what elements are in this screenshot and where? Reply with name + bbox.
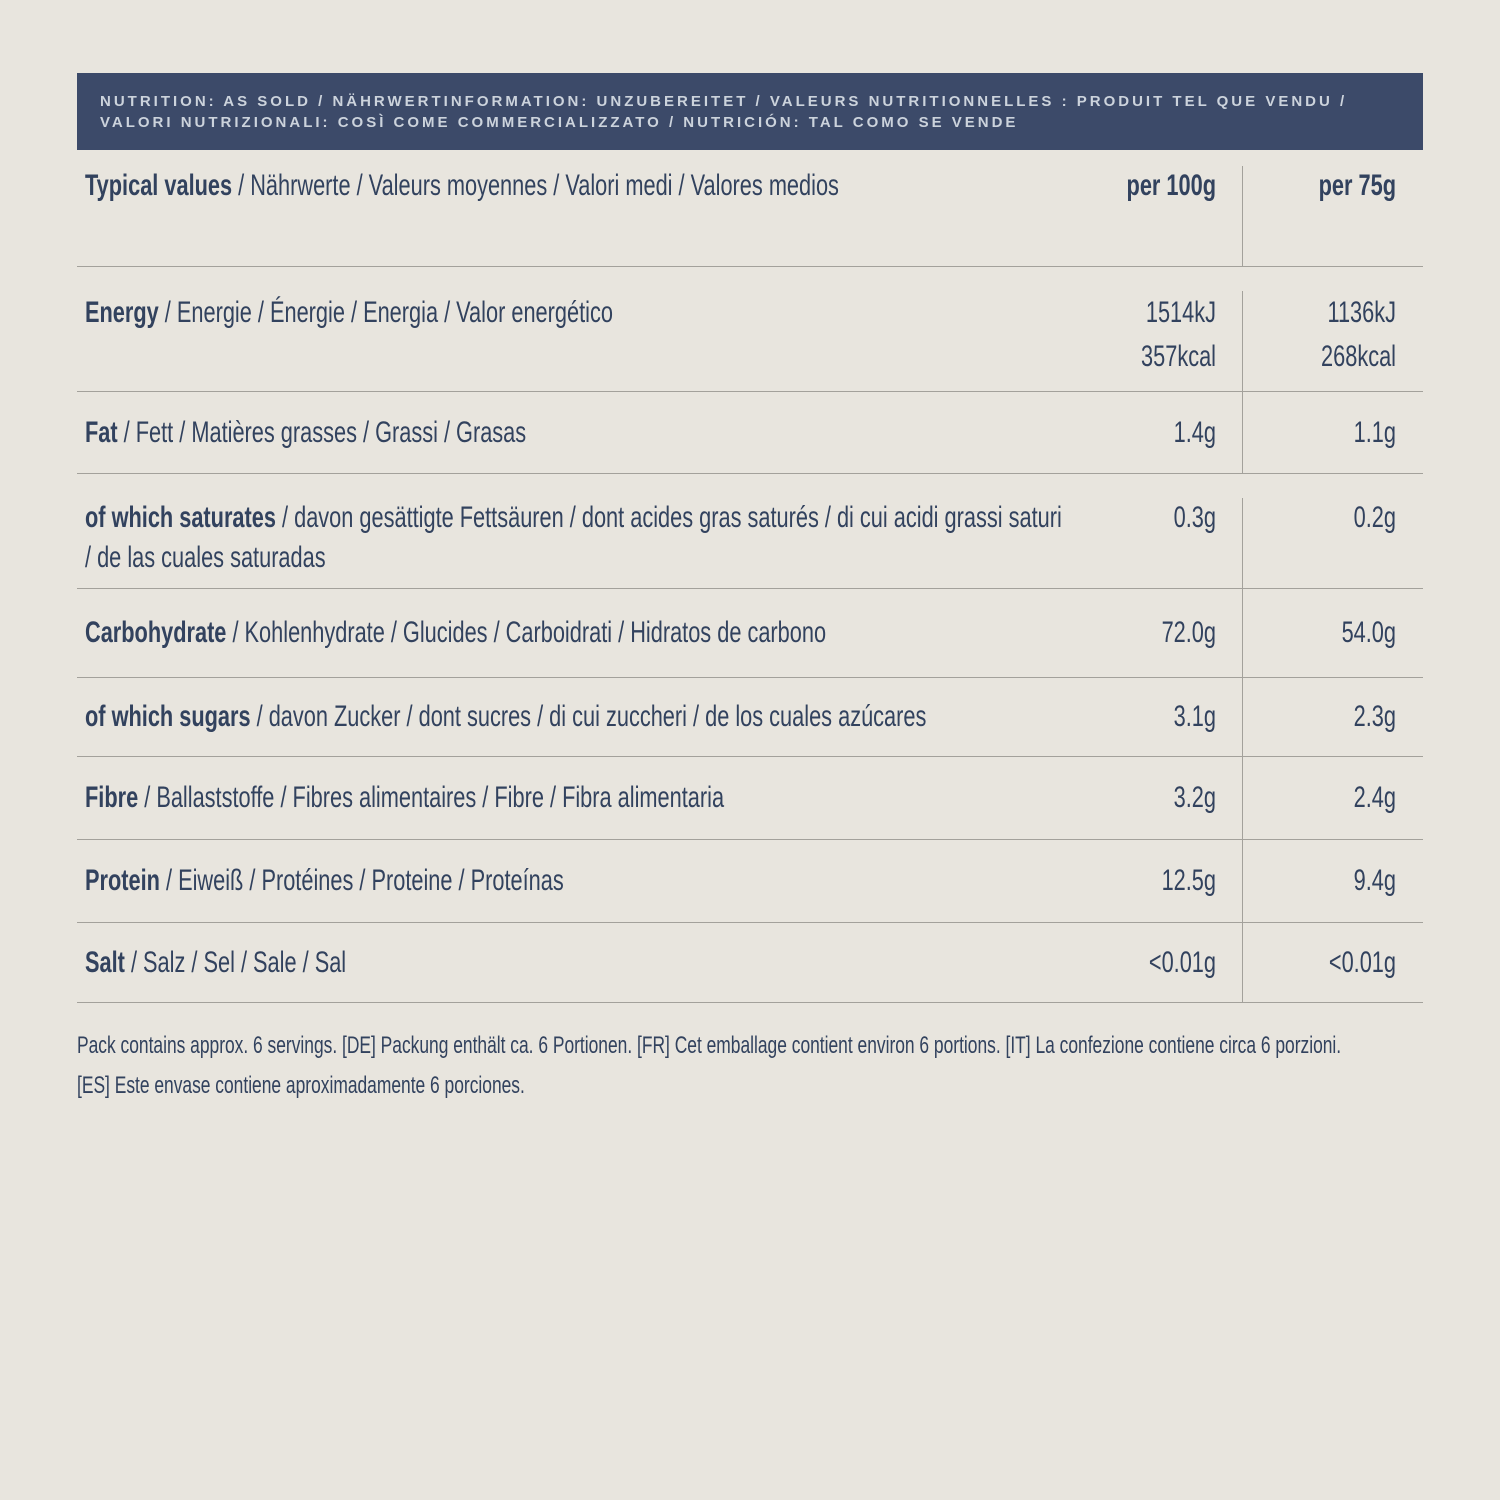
table-row-fibre: Fibre / Ballaststoffe / Fibres alimentai… xyxy=(77,757,1423,840)
sugars-per-75g-cell: 2.3g xyxy=(1242,678,1423,756)
fibre-label-cell: Fibre / Ballaststoffe / Fibres alimentai… xyxy=(77,778,1072,818)
energy-per-100g-kj: 1514kJ xyxy=(1145,296,1216,329)
fibre-per-100g-cell: 3.2g xyxy=(1173,781,1216,814)
protein-label-bold: Protein xyxy=(85,864,160,897)
energy-label-bold: Energy xyxy=(85,296,159,329)
footer-line-1: Pack contains approx. 6 servings. [DE] P… xyxy=(77,1032,1342,1059)
nutrition-table: Typical values / Nährwerte / Valeurs moy… xyxy=(77,150,1423,1003)
footer-line-2: [ES] Este envase contiene aproximadament… xyxy=(77,1072,525,1099)
table-row-protein: Protein / Eiweiß / Protéines / Proteine … xyxy=(77,840,1423,923)
nutrition-header-bar: NUTRITION: AS SOLD / NÄHRWERTINFORMATION… xyxy=(77,73,1423,150)
header-bar-line-2: VALORI NUTRIZIONALI: COSÌ COME COMMERCIA… xyxy=(100,113,1019,131)
salt-label-rest: / Salz / Sel / Sale / Sal xyxy=(124,945,347,979)
table-row-fat: Fat / Fett / Matières grasses / Grassi /… xyxy=(77,392,1423,474)
protein-per-100g-cell: 12.5g xyxy=(1161,864,1216,897)
salt-label-cell: Salt / Salz / Sel / Sale / Sal xyxy=(77,943,1072,983)
protein-label-cell: Protein / Eiweiß / Protéines / Proteine … xyxy=(77,861,1072,901)
carbohydrate-per-100g-cell: 72.0g xyxy=(1161,616,1216,649)
fat-per-75g-cell: 1.1g xyxy=(1242,392,1423,473)
sugars-label-cell: of which sugars / davon Zucker / dont su… xyxy=(77,697,1072,737)
header-label-cell: Typical values / Nährwerte / Valeurs moy… xyxy=(77,166,1072,206)
saturates-per-100g-cell: 0.3g xyxy=(1173,501,1216,534)
protein-label-rest: / Eiweiß / Protéines / Proteine / Proteí… xyxy=(159,864,564,897)
sugars-per-100g-cell: 3.1g xyxy=(1173,700,1216,733)
salt-per-100g-cell: <0.01g xyxy=(1148,945,1216,979)
energy-label-cell: Energy / Energie / Énergie / Energia / V… xyxy=(77,291,1072,335)
header-bar-line-1: NUTRITION: AS SOLD / NÄHRWERTINFORMATION… xyxy=(100,92,1348,110)
table-row-saturates: of which saturates / davon gesättigte Fe… xyxy=(77,474,1423,589)
table-row-carbohydrate: Carbohydrate / Kohlenhydrate / Glucides … xyxy=(77,589,1423,678)
saturates-label-cell: of which saturates / davon gesättigte Fe… xyxy=(77,498,1072,578)
energy-per-75g-kj: 1136kJ xyxy=(1327,296,1396,329)
saturates-label-rest: / davon gesättigte Fettsäuren / dont aci… xyxy=(85,501,1062,574)
protein-per-75g-cell: 9.4g xyxy=(1242,840,1423,922)
saturates-label-bold: of which saturates xyxy=(85,501,276,534)
fat-label-rest: / Fett / Matières grasses / Grassi / Gra… xyxy=(117,415,527,449)
sugars-label-rest: / davon Zucker / dont sucres / di cui zu… xyxy=(250,700,927,733)
sugars-label-bold: of which sugars xyxy=(85,700,251,733)
fibre-label-rest: / Ballaststoffe / Fibres alimentaires / … xyxy=(138,781,725,814)
energy-per-100g-kcal: 357kcal xyxy=(1141,340,1216,373)
energy-per-100g-cell: 1514kJ 357kcal xyxy=(1072,291,1242,391)
table-header-row: Typical values / Nährwerte / Valeurs moy… xyxy=(77,150,1423,267)
table-row-energy: Energy / Energie / Énergie / Energia / V… xyxy=(77,267,1423,392)
carbohydrate-label-cell: Carbohydrate / Kohlenhydrate / Glucides … xyxy=(77,613,1072,653)
table-row-salt: Salt / Salz / Sel / Sale / Sal <0.01g <0… xyxy=(77,923,1423,1003)
fibre-per-75g-cell: 2.4g xyxy=(1242,757,1423,839)
footer-servings-note: Pack contains approx. 6 servings. [DE] P… xyxy=(77,1026,1423,1106)
header-label-bold: Typical values xyxy=(85,169,233,202)
column-header-per-75g: per 75g xyxy=(1242,166,1423,266)
carbohydrate-per-75g-cell: 54.0g xyxy=(1242,589,1423,677)
energy-label-rest: / Energie / Énergie / Energia / Valor en… xyxy=(158,296,613,329)
energy-per-75g-kcal: 268kcal xyxy=(1321,340,1396,373)
saturates-per-75g-cell: 0.2g xyxy=(1242,498,1423,588)
column-header-per-100g: per 100g xyxy=(1126,169,1216,202)
table-row-sugars: of which sugars / davon Zucker / dont su… xyxy=(77,678,1423,757)
fat-label-cell: Fat / Fett / Matières grasses / Grassi /… xyxy=(77,413,1072,453)
energy-per-75g-cell: 1136kJ 268kcal xyxy=(1242,291,1423,391)
carbohydrate-label-bold: Carbohydrate xyxy=(85,616,227,649)
header-label-rest: / Nährwerte / Valeurs moyennes / Valori … xyxy=(232,169,839,202)
salt-label-bold: Salt xyxy=(85,945,125,979)
carbohydrate-label-rest: / Kohlenhydrate / Glucides / Carboidrati… xyxy=(226,616,827,649)
fat-label-bold: Fat xyxy=(85,415,118,449)
salt-per-75g-cell: <0.01g xyxy=(1242,923,1423,1002)
fat-per-100g-cell: 1.4g xyxy=(1173,415,1216,449)
fibre-label-bold: Fibre xyxy=(85,781,139,814)
